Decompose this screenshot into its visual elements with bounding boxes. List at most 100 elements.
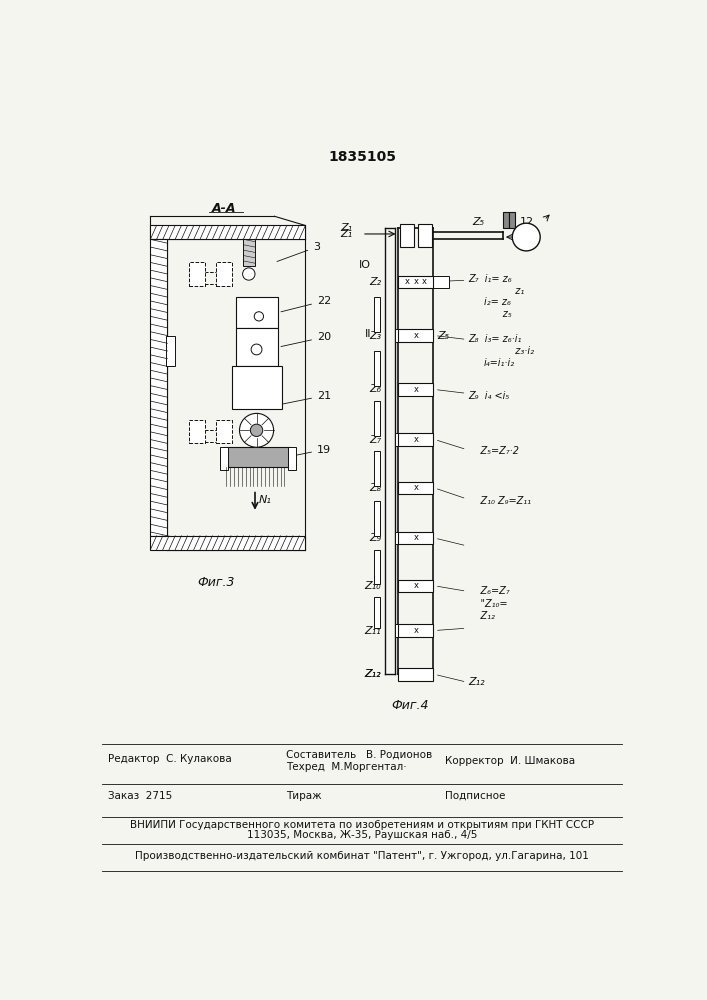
Circle shape (251, 344, 262, 355)
Text: Z₂: Z₂ (369, 277, 381, 287)
Bar (373, 501, 380, 536)
Text: Z₇: Z₇ (369, 435, 381, 445)
Text: Техред  М.Моргентал·: Техред М.Моргентал· (286, 762, 407, 772)
Text: Z₁₂: Z₁₂ (468, 611, 495, 621)
Bar (189, 262, 204, 286)
Text: Подписное: Подписное (445, 791, 506, 801)
Text: А-А: А-А (212, 202, 236, 215)
Text: Редактор  С. Кулакова: Редактор С. Кулакова (107, 754, 231, 764)
Text: 12: 12 (520, 217, 534, 227)
Circle shape (243, 268, 255, 280)
Bar (398, 329, 433, 342)
Text: Заказ  2715: Заказ 2715 (107, 791, 172, 801)
Text: N₁: N₁ (259, 495, 271, 505)
Text: Z₄: Z₄ (437, 277, 449, 287)
Text: x: x (405, 277, 410, 286)
Bar (243, 239, 255, 266)
Bar (151, 239, 168, 536)
Text: Z₆: Z₆ (369, 384, 381, 394)
Bar (220, 447, 228, 470)
Text: IO: IO (359, 260, 371, 270)
Text: x: x (414, 385, 419, 394)
Text: Z₅=Z₇·2: Z₅=Z₇·2 (468, 446, 519, 456)
Text: Тираж: Тираж (286, 791, 322, 801)
Text: 1835105: 1835105 (328, 150, 396, 164)
Bar (395, 624, 398, 637)
Bar (224, 447, 290, 466)
Circle shape (240, 413, 274, 447)
Text: Z₁₀: Z₁₀ (365, 581, 381, 591)
Text: Фиг.3: Фиг.3 (197, 576, 235, 588)
Text: Z₅: Z₅ (437, 331, 449, 341)
Bar (373, 351, 380, 386)
Bar (398, 624, 433, 637)
Bar (151, 225, 305, 239)
Bar (509, 212, 515, 228)
Text: 22: 22 (281, 296, 332, 312)
Text: 21: 21 (281, 391, 331, 404)
Text: Корректор  И. Шмакова: Корректор И. Шмакова (445, 756, 575, 766)
Text: Z₉  i₄ <i₅: Z₉ i₄ <i₅ (468, 391, 509, 401)
Bar (433, 276, 449, 288)
Bar (418, 224, 432, 247)
Bar (216, 420, 232, 443)
Bar (189, 420, 204, 443)
Bar (235, 297, 279, 328)
Bar (151, 536, 305, 550)
Bar (398, 668, 433, 681)
Bar (373, 451, 380, 486)
Bar (400, 224, 414, 247)
Bar (398, 276, 433, 288)
Text: Составитель   В. Родионов: Составитель В. Родионов (286, 749, 432, 759)
Bar (398, 482, 433, 494)
Bar (166, 336, 175, 366)
Bar (288, 447, 296, 470)
Text: x: x (414, 331, 419, 340)
Bar (232, 366, 282, 409)
Text: Z₇  i₁= ᴢ₆: Z₇ i₁= ᴢ₆ (468, 274, 512, 284)
Text: Z₃: Z₃ (369, 331, 381, 341)
Bar (373, 401, 380, 436)
Text: Z₈  i₃= ᴢ₆·i₁: Z₈ i₃= ᴢ₆·i₁ (468, 334, 522, 344)
Text: Z₁₂: Z₁₂ (365, 669, 381, 679)
Bar (503, 212, 509, 228)
Bar (398, 433, 433, 446)
Text: Z₁: Z₁ (340, 229, 352, 239)
Bar (216, 262, 232, 286)
Text: x: x (414, 277, 419, 286)
Text: ᴢ₅: ᴢ₅ (484, 309, 511, 319)
Text: 19: 19 (281, 445, 331, 458)
Text: Z₁₁: Z₁₁ (365, 626, 381, 636)
Text: Z₁₀ Z₉=Z₁₁: Z₁₀ Z₉=Z₁₁ (468, 496, 531, 506)
Text: x: x (422, 277, 427, 286)
Bar (395, 433, 398, 446)
Bar (398, 383, 433, 396)
Text: 20: 20 (281, 332, 331, 347)
Text: Z₅: Z₅ (472, 217, 484, 227)
Text: Z₁₂: Z₁₂ (468, 677, 485, 687)
Text: Z₈: Z₈ (369, 483, 381, 493)
Bar (373, 597, 380, 628)
Text: x: x (414, 533, 419, 542)
Text: Z₁: Z₁ (340, 223, 352, 233)
Circle shape (255, 312, 264, 321)
Text: x: x (414, 483, 419, 492)
Text: x: x (414, 626, 419, 635)
Text: 3: 3 (277, 242, 320, 261)
Bar (235, 328, 279, 366)
Text: Z₉: Z₉ (369, 533, 381, 543)
Text: Производственно-издательский комбинат "Патент", г. Ужгород, ул.Гагарина, 101: Производственно-издательский комбинат "П… (135, 851, 589, 861)
Text: ᴢ₁: ᴢ₁ (484, 286, 524, 296)
Text: II: II (365, 329, 371, 339)
Text: i₄=i₁·i₂: i₄=i₁·i₂ (484, 358, 515, 368)
Text: Z₆=Z₇: Z₆=Z₇ (468, 586, 510, 596)
Bar (373, 550, 380, 584)
Text: 113035, Москва, Ж-35, Раушская наб., 4/5: 113035, Москва, Ж-35, Раушская наб., 4/5 (247, 830, 477, 840)
Text: Z₁₂: Z₁₂ (365, 669, 381, 679)
Bar (398, 580, 433, 592)
Text: x: x (414, 435, 419, 444)
Bar (373, 297, 380, 332)
Bar (395, 329, 398, 342)
Bar (395, 532, 398, 544)
Text: Фиг.4: Фиг.4 (391, 699, 428, 712)
